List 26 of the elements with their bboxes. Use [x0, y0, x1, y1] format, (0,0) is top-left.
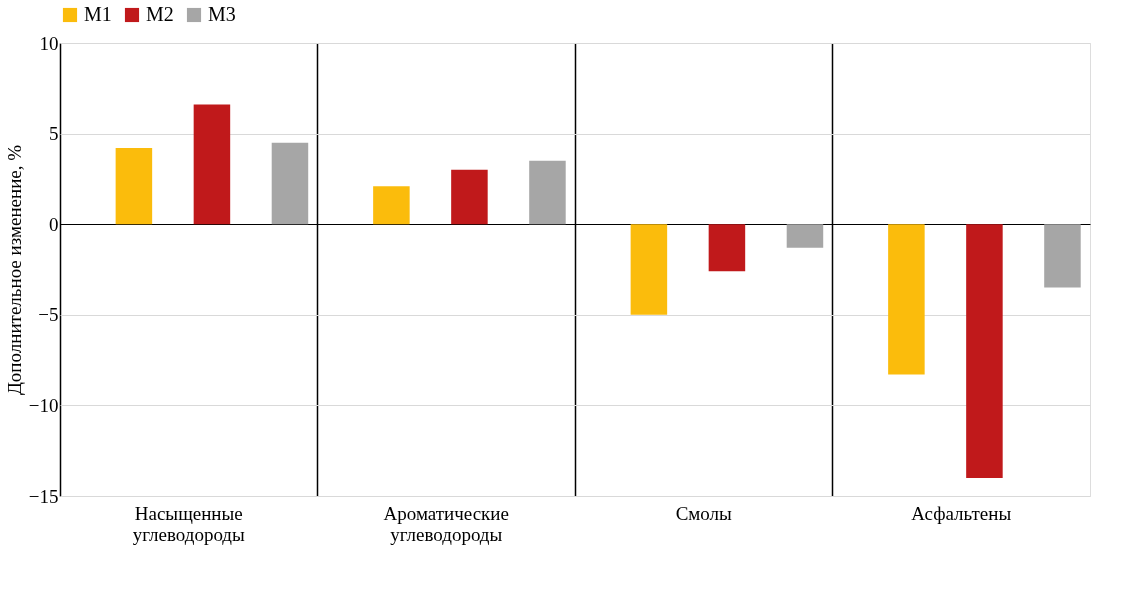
bar: [1044, 224, 1081, 288]
y-tick-label: −10: [28, 394, 59, 416]
x-tick-label: Ароматические углеводороды: [383, 502, 509, 545]
bar: [373, 186, 410, 225]
x-tick-label: Асфальтены: [911, 502, 1012, 524]
y-tick-label: −5: [38, 304, 59, 326]
x-tick-label: Смолы: [675, 502, 733, 524]
legend-label: М2: [146, 3, 174, 25]
legend-label: М3: [208, 3, 236, 25]
bar: [271, 142, 309, 225]
y-tick-label: 10: [39, 32, 59, 54]
y-tick-label: 5: [49, 123, 59, 145]
bar: [451, 169, 488, 225]
bar: [630, 224, 668, 315]
y-tick-label: −15: [28, 485, 59, 507]
legend-label: М1: [84, 3, 112, 25]
x-tick-label: Насыщенные углеводороды: [132, 502, 246, 545]
bar: [115, 148, 153, 225]
bar: [529, 160, 566, 225]
bar: [708, 224, 746, 272]
bar: [193, 104, 231, 225]
y-axis-title: Дополнительное изменение, %: [3, 144, 25, 396]
bar: [786, 224, 824, 248]
bar: [888, 224, 925, 375]
bar: [966, 224, 1003, 478]
y-tick-label: 0: [49, 213, 59, 235]
